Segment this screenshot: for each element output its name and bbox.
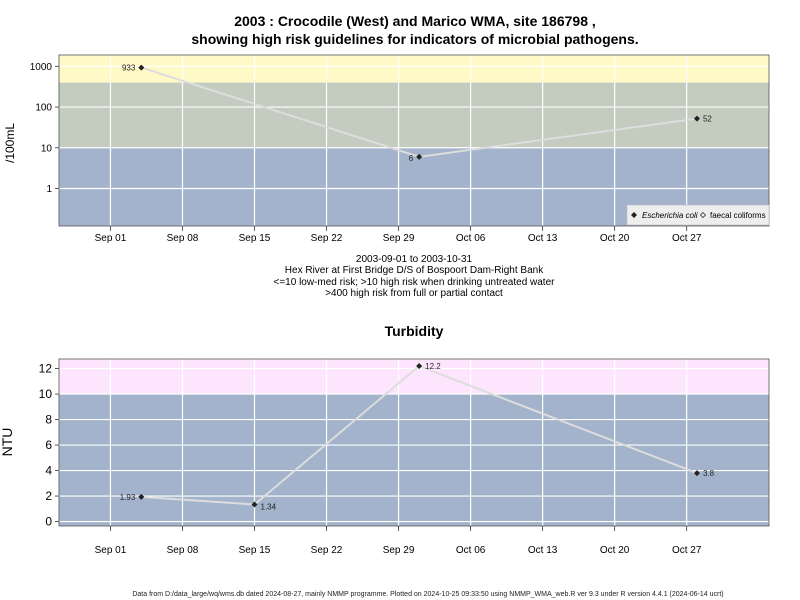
y-axis-ticks: 1 10 100 1000 [30, 62, 59, 195]
grid-lines [59, 359, 769, 526]
series-line [141, 364, 698, 506]
turbidity-bands [59, 359, 769, 526]
data-label: 1.34 [261, 502, 277, 511]
caption-guideline-drinking: <=10 low-med risk; >10 high risk when dr… [274, 277, 556, 288]
legend-box [626, 204, 770, 226]
turbidity-title: Turbidity [385, 323, 444, 339]
x-tick-label: Oct 06 [456, 233, 486, 244]
y-axis-label: /100mL [3, 123, 17, 163]
data-label: 52 [703, 115, 712, 124]
ecoli-panel: 1 10 100 1000 Sep 01 Sep 08 Sep 15 Sep 22 Sep 2… [3, 54, 770, 299]
y-tick-label: 2 [45, 489, 52, 503]
y-axis-label: NTU [0, 428, 15, 457]
x-tick-label: Sep 29 [383, 233, 415, 244]
data-label: 3.8 [703, 469, 715, 478]
data-point [693, 115, 700, 122]
x-tick-label: Oct 13 [528, 545, 558, 556]
x-tick-label: Oct 27 [672, 233, 702, 244]
caption-site: Hex River at First Bridge D/S of Bospoor… [285, 265, 544, 276]
plot-frame [58, 358, 770, 527]
data-point [416, 363, 423, 370]
chart-title-line2: showing high risk guidelines for indicat… [191, 31, 638, 47]
legend-faecal-marker [699, 211, 707, 219]
ecoli-series: 933 6 52 [122, 64, 712, 163]
x-tick-label: Sep 22 [311, 233, 343, 244]
x-tick-label: Oct 20 [600, 233, 630, 244]
band-0 [59, 394, 769, 526]
data-label: 6 [409, 154, 414, 163]
x-axis-ticks: Sep 01 Sep 08 Sep 15 Sep 22 Sep 29 Oct 06 Oct … [95, 226, 702, 244]
x-tick-label: Sep 08 [167, 233, 199, 244]
y-tick-label: 0 [45, 515, 52, 529]
legend-faecal-label: faecal coliforms [710, 211, 766, 220]
y-axis-ticks: 0 2 4 6 8 10 12 [39, 362, 59, 529]
y-tick-label: 10 [41, 143, 53, 154]
data-point [138, 64, 145, 71]
turbidity-series: 1.93 1.34 12.2 3.8 [120, 362, 715, 511]
legend-ecoli-marker [631, 212, 637, 218]
x-tick-label: Oct 06 [456, 545, 486, 556]
data-point [138, 493, 145, 500]
risk-bands [59, 55, 769, 226]
band-1 [59, 359, 769, 395]
y-tick-label: 10 [39, 387, 53, 401]
x-tick-label: Oct 13 [528, 233, 558, 244]
grid-lines [59, 55, 769, 226]
data-point [251, 501, 258, 508]
y-tick-label: 1 [46, 184, 52, 195]
data-point [693, 470, 700, 477]
x-tick-label: Sep 15 [239, 545, 271, 556]
data-label: 933 [122, 64, 136, 73]
y-tick-label: 6 [45, 438, 52, 452]
x-tick-label: Sep 22 [311, 545, 343, 556]
y-tick-label: 12 [39, 362, 53, 376]
x-axis-ticks: Sep 01 Sep 08 Sep 15 Sep 22 Sep 29 Oct 06 Oct … [95, 526, 702, 556]
footer-note: Data from D:/data_large/wq/wms.db dated … [132, 591, 723, 598]
x-tick-label: Sep 08 [167, 545, 199, 556]
x-tick-label: Sep 29 [383, 545, 415, 556]
data-label: 12.2 [425, 362, 441, 371]
x-tick-label: Oct 27 [672, 545, 702, 556]
y-tick-label: 4 [45, 464, 52, 478]
y-tick-label: 1000 [30, 62, 53, 73]
x-tick-label: Sep 15 [239, 233, 271, 244]
caption-guideline-contact: >400 high risk from full or partial cont… [325, 288, 503, 299]
y-tick-label: 8 [45, 413, 52, 427]
x-tick-label: Oct 20 [600, 545, 630, 556]
legend: Escherichia coli faecal coliforms [626, 204, 770, 226]
chart-title-line1: 2003 : Crocodile (West) and Marico WMA, … [234, 13, 596, 29]
data-label: 1.93 [120, 493, 136, 502]
x-tick-label: Sep 01 [95, 545, 127, 556]
caption-date-range: 2003-09-01 to 2003-10-31 [356, 254, 473, 265]
x-tick-label: Sep 01 [95, 233, 127, 244]
band-2 [59, 55, 769, 83]
y-tick-label: 100 [35, 103, 52, 114]
plot-frame [58, 54, 770, 227]
band-1 [59, 82, 769, 148]
legend-ecoli-label: Escherichia coli [642, 211, 698, 220]
data-point [416, 153, 423, 160]
